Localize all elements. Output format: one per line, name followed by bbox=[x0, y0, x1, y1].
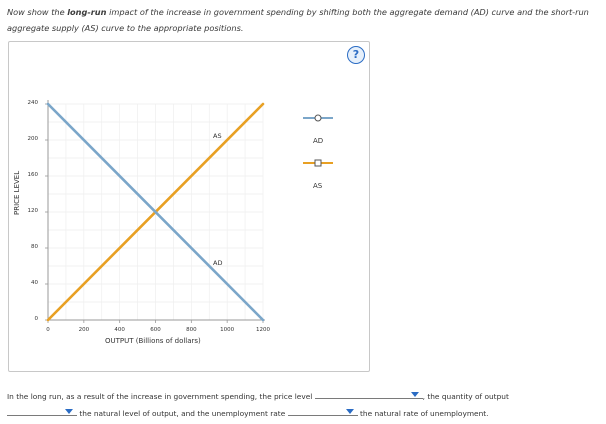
chart-axes bbox=[45, 100, 265, 323]
x-tick-label: 800 bbox=[186, 327, 197, 333]
help-icon[interactable]: ? bbox=[347, 46, 365, 64]
chevron-down-icon bbox=[410, 392, 419, 397]
instructions-emphasis: long-run bbox=[67, 7, 107, 17]
x-tick-label: 1000 bbox=[220, 327, 235, 333]
y-tick-label: 40 bbox=[31, 280, 38, 286]
legend-marks bbox=[303, 114, 333, 167]
y-tick-label: 0 bbox=[34, 316, 39, 322]
ad-curve-label: AD bbox=[213, 259, 223, 267]
legend-ad-circle-icon bbox=[314, 114, 322, 122]
chevron-down-icon bbox=[65, 409, 73, 414]
unemployment-rate-dropdown[interactable] bbox=[287, 405, 358, 416]
graph-panel[interactable] bbox=[8, 41, 370, 372]
y-tick-label: 120 bbox=[27, 208, 39, 214]
x-axis-label: OUTPUT (Billions of dollars) bbox=[105, 337, 201, 345]
y-tick-label: 200 bbox=[27, 136, 39, 142]
price-level-dropdown[interactable] bbox=[314, 388, 423, 399]
y-tick-label: 240 bbox=[27, 100, 39, 106]
instructions-text: Now show the long-run impact of the incr… bbox=[7, 7, 589, 33]
question-text: In the long run, as a result of the incr… bbox=[7, 388, 599, 422]
x-tick-label: 600 bbox=[150, 327, 161, 333]
quantity-output-dropdown[interactable] bbox=[7, 405, 77, 416]
y-tick-label: 80 bbox=[31, 244, 38, 250]
legend-as-square-icon bbox=[314, 159, 322, 167]
x-tick-label: 400 bbox=[114, 327, 125, 333]
as-curve-label: AS bbox=[213, 132, 222, 140]
x-tick-label: 0 bbox=[46, 327, 50, 333]
x-tick-label: 1200 bbox=[256, 327, 270, 333]
x-tick-label: 200 bbox=[78, 327, 90, 333]
ad-curve bbox=[46, 102, 265, 322]
y-tick-label: 160 bbox=[27, 172, 39, 178]
chevron-down-icon bbox=[345, 409, 354, 414]
legend-as-label: AS bbox=[313, 182, 323, 190]
y-axis-label: PRICE LEVEL bbox=[13, 170, 21, 215]
chart-series bbox=[46, 102, 265, 322]
legend-ad-label: AD bbox=[313, 137, 324, 145]
